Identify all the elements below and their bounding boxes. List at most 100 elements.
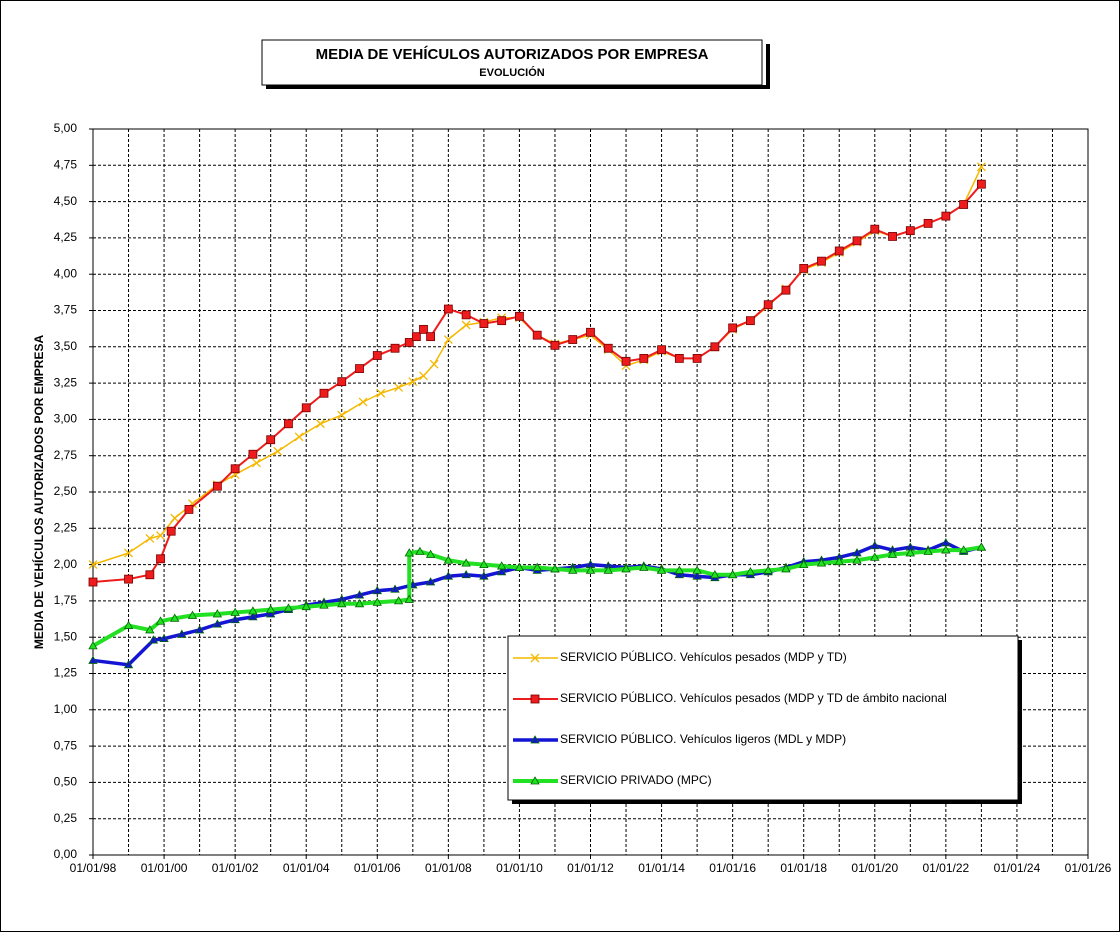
marker	[674, 565, 685, 574]
marker	[905, 226, 915, 236]
marker	[284, 419, 293, 429]
marker	[530, 735, 540, 744]
marker	[496, 561, 507, 570]
series-line	[92, 545, 982, 648]
x-tick-label: 01/01/06	[354, 861, 401, 875]
marker	[817, 256, 826, 266]
marker	[88, 655, 98, 664]
marker	[443, 335, 453, 344]
marker	[852, 236, 862, 246]
marker	[283, 603, 294, 612]
marker	[443, 555, 454, 564]
marker	[710, 569, 720, 579]
marker	[514, 562, 525, 571]
y-tick-label: 3,25	[54, 375, 78, 389]
marker	[354, 598, 365, 608]
marker	[177, 629, 187, 638]
marker	[763, 565, 773, 574]
marker	[426, 332, 435, 342]
marker	[301, 601, 311, 611]
marker	[301, 403, 311, 413]
marker	[230, 464, 240, 474]
marker	[763, 300, 773, 310]
y-tick-label: 0,00	[54, 847, 78, 861]
marker	[550, 564, 560, 573]
marker	[415, 546, 425, 555]
y-tick-label: 3,00	[54, 412, 78, 426]
marker	[530, 776, 540, 785]
title-shadow	[266, 85, 770, 89]
marker	[461, 569, 471, 579]
marker	[419, 324, 428, 334]
marker	[781, 285, 791, 295]
marker	[479, 559, 489, 568]
marker	[404, 548, 414, 557]
y-tick-label: 3,50	[54, 339, 78, 353]
marker	[710, 342, 720, 352]
marker	[319, 600, 329, 609]
x-tick-label: 01/01/08	[425, 861, 472, 875]
marker	[958, 545, 969, 554]
marker	[781, 564, 791, 573]
marker	[252, 458, 261, 468]
legend-label: SERVICIO PÚBLICO. Vehículos pesados (MDP…	[560, 649, 847, 664]
y-tick-label: 4,50	[54, 194, 78, 208]
x-tick-label: 01/01/98	[70, 861, 117, 875]
marker	[532, 330, 542, 340]
marker	[159, 633, 169, 643]
x-tick-label: 01/01/02	[212, 861, 259, 875]
marker	[88, 641, 98, 650]
marker	[799, 559, 809, 568]
marker	[888, 232, 897, 241]
marker	[461, 558, 471, 567]
y-tick-label: 5,00	[54, 121, 78, 135]
y-tick-label: 1,50	[54, 629, 78, 643]
marker	[404, 594, 414, 603]
y-tick-label: 2,50	[54, 484, 78, 498]
marker	[870, 540, 880, 550]
x-tick-label: 01/01/14	[638, 861, 685, 875]
y-tick-label: 2,75	[54, 448, 78, 462]
marker	[656, 565, 667, 574]
marker	[674, 354, 684, 363]
marker	[170, 513, 180, 523]
marker	[550, 340, 560, 350]
marker	[603, 565, 613, 574]
y-tick-label: 3,75	[54, 303, 78, 317]
x-tick-label: 01/01/12	[567, 861, 614, 875]
x-tick-label: 01/01/16	[709, 861, 756, 875]
marker	[443, 571, 454, 580]
marker	[248, 449, 258, 459]
y-tick-label: 0,75	[54, 738, 78, 752]
marker	[923, 546, 933, 555]
legend-label: SERVICIO PRIVADO (MPC)	[560, 773, 712, 787]
marker	[497, 316, 507, 326]
marker	[621, 564, 631, 573]
marker	[390, 343, 400, 353]
marker	[568, 335, 578, 344]
marker	[124, 548, 133, 558]
marker	[372, 597, 382, 606]
y-tick-label: 4,25	[54, 230, 78, 244]
marker	[145, 570, 155, 580]
marker	[834, 246, 844, 256]
marker	[692, 565, 702, 574]
x-tick-label: 01/01/26	[1065, 861, 1112, 875]
marker	[419, 371, 428, 381]
marker	[265, 609, 276, 618]
marker	[404, 338, 414, 347]
marker	[870, 224, 880, 234]
marker	[355, 364, 364, 373]
x-tick-label: 01/01/20	[851, 861, 898, 875]
marker	[530, 694, 540, 704]
marker	[376, 388, 386, 398]
marker	[923, 218, 933, 228]
marker	[887, 549, 898, 558]
y-tick-label: 1,00	[54, 702, 78, 716]
marker	[155, 616, 166, 625]
marker	[411, 332, 421, 342]
y-tick-label: 4,75	[54, 157, 78, 171]
marker	[959, 200, 969, 209]
marker	[319, 388, 329, 398]
chart-subtitle: EVOLUCIÓN	[479, 66, 544, 79]
